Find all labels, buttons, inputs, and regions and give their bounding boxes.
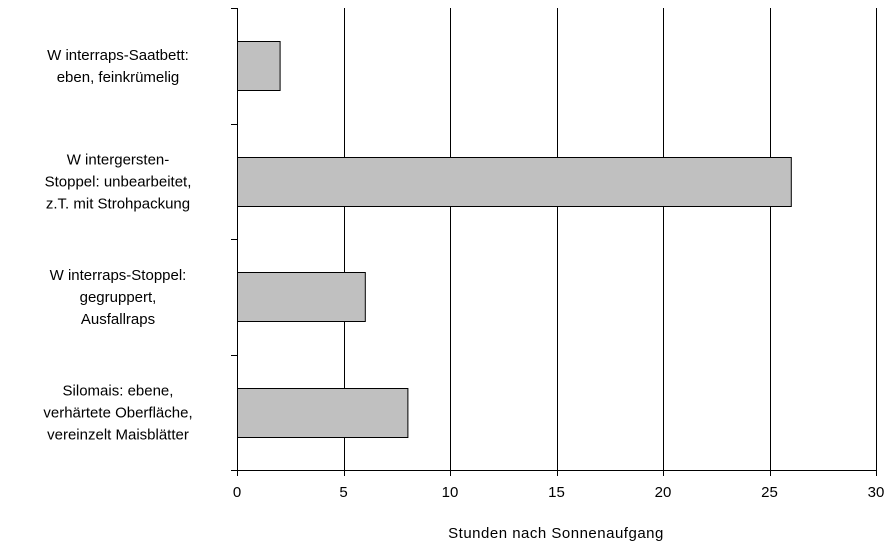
category-label-1: W interraps-Saatbett: eben, feinkrümelig (47, 47, 189, 86)
x-tick-label-15: 15 (548, 484, 565, 501)
x-tick-labels: 0 5 10 15 20 25 30 (233, 484, 885, 501)
bar-3 (237, 272, 366, 322)
x-tick-label-0: 0 (233, 484, 241, 501)
x-tick-label-10: 10 (442, 484, 459, 501)
x-tick-label-5: 5 (339, 484, 347, 501)
bar-2 (237, 157, 792, 207)
bars (237, 41, 792, 438)
x-axis-label: Stunden nach Sonnenaufgang (448, 525, 664, 542)
x-tick-label-20: 20 (655, 484, 672, 501)
category-label-3: W interraps-Stoppel: gegruppert, Ausfallra… (50, 267, 187, 328)
x-tick-label-30: 30 (868, 484, 885, 501)
category-label-4: Silomais: ebene, verhärtete Oberfläche, ve… (43, 382, 192, 443)
bar-4 (237, 388, 409, 438)
bar-1 (237, 41, 281, 91)
axes (231, 8, 877, 476)
grid-lines (344, 8, 877, 470)
category-label-2: W intergersten-Stoppel: unbearbeitet, z.T… (45, 151, 192, 212)
category-labels: W interraps-Saatbett: eben, feinkrümelig W… (43, 47, 192, 444)
x-tick-label-25: 25 (761, 484, 778, 501)
